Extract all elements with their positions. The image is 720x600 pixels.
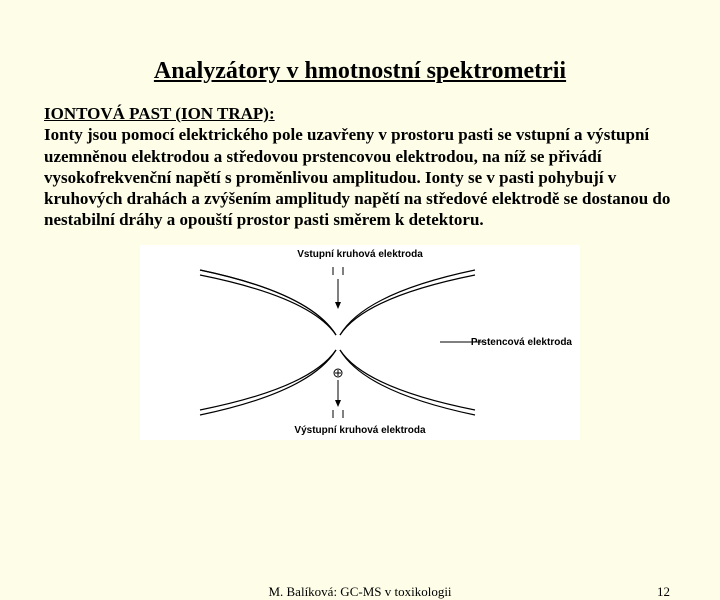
section-subheading: IONTOVÁ PAST (ION TRAP): — [44, 104, 275, 123]
page-title: Analyzátory v hmotnostní spektrometrii — [0, 58, 720, 85]
section-body: Ionty jsou pomocí elektrického pole uzav… — [44, 125, 670, 229]
footer-text: M. Balíková: GC-MS v toxikologii — [268, 584, 451, 600]
body-text: IONTOVÁ PAST (ION TRAP): Ionty jsou pomo… — [0, 103, 720, 231]
ion-trap-diagram: Vstupní kruhová elektroda Prstencová ele… — [140, 245, 580, 440]
diagram-label-bottom: Výstupní kruhová elektroda — [294, 425, 425, 436]
page-number: 12 — [657, 584, 670, 600]
diagram-label-top: Vstupní kruhová elektroda — [297, 249, 423, 260]
diagram-label-side: Prstencová elektroda — [471, 337, 572, 348]
